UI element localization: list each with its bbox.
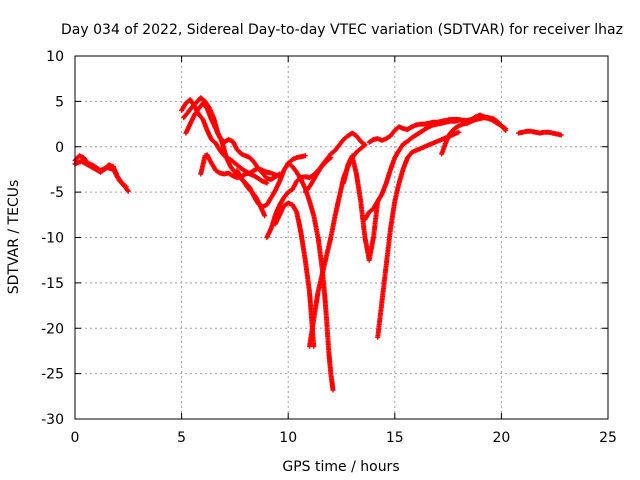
x-tick-label: 15 [386, 430, 404, 446]
series-arc-l [362, 117, 462, 222]
y-tick-label: -25 [41, 367, 64, 383]
data-markers [439, 115, 509, 157]
y-tick-label: 10 [46, 49, 64, 65]
series-arc-a [179, 97, 270, 186]
series-arc-c [183, 100, 283, 182]
series-arc-d [198, 152, 283, 181]
x-tick-label: 25 [599, 430, 617, 446]
data-markers [183, 100, 283, 182]
axes: 0 5 10 15 20 25 -30 -25 -20 -15 -10 -5 0 5 10 [41, 49, 617, 446]
y-tick-label: 0 [55, 140, 64, 156]
series-arc-late [516, 128, 564, 138]
series-arc-k [341, 153, 381, 263]
data-points [72, 95, 564, 393]
series-arc-h [285, 160, 336, 393]
series-arc-i [302, 130, 368, 195]
data-markers [72, 158, 129, 190]
series-arc-e [234, 153, 308, 210]
y-tick-label: -5 [50, 185, 64, 201]
x-tick-label: 5 [177, 430, 186, 446]
series-arc-m [375, 129, 462, 340]
data-markers [362, 117, 462, 222]
data-markers [285, 160, 336, 393]
chart-title: Day 034 of 2022, Sidereal Day-to-day VTE… [61, 22, 623, 38]
y-tick-label: -30 [41, 412, 64, 428]
data-markers [516, 128, 564, 138]
x-tick-label: 0 [71, 430, 80, 446]
data-markers [341, 153, 381, 263]
gridlines [75, 56, 608, 419]
series-arc-early-b [72, 158, 129, 190]
data-markers [179, 97, 270, 186]
data-markers [272, 200, 317, 349]
x-axis-label: GPS time / hours [282, 459, 399, 475]
x-tick-label: 20 [492, 430, 510, 446]
y-tick-label: -20 [41, 321, 64, 337]
y-tick-label: -15 [41, 276, 64, 292]
y-tick-label: 5 [55, 94, 64, 110]
series-arc-o [439, 115, 509, 157]
y-tick-label: -10 [41, 231, 64, 247]
x-tick-label: 10 [279, 430, 297, 446]
series-arc-g [272, 200, 317, 349]
data-markers [375, 129, 462, 340]
y-axis-label: SDTVAR / TECUs [6, 180, 22, 295]
data-markers [234, 153, 308, 210]
data-markers [302, 130, 368, 195]
data-markers [198, 152, 283, 181]
